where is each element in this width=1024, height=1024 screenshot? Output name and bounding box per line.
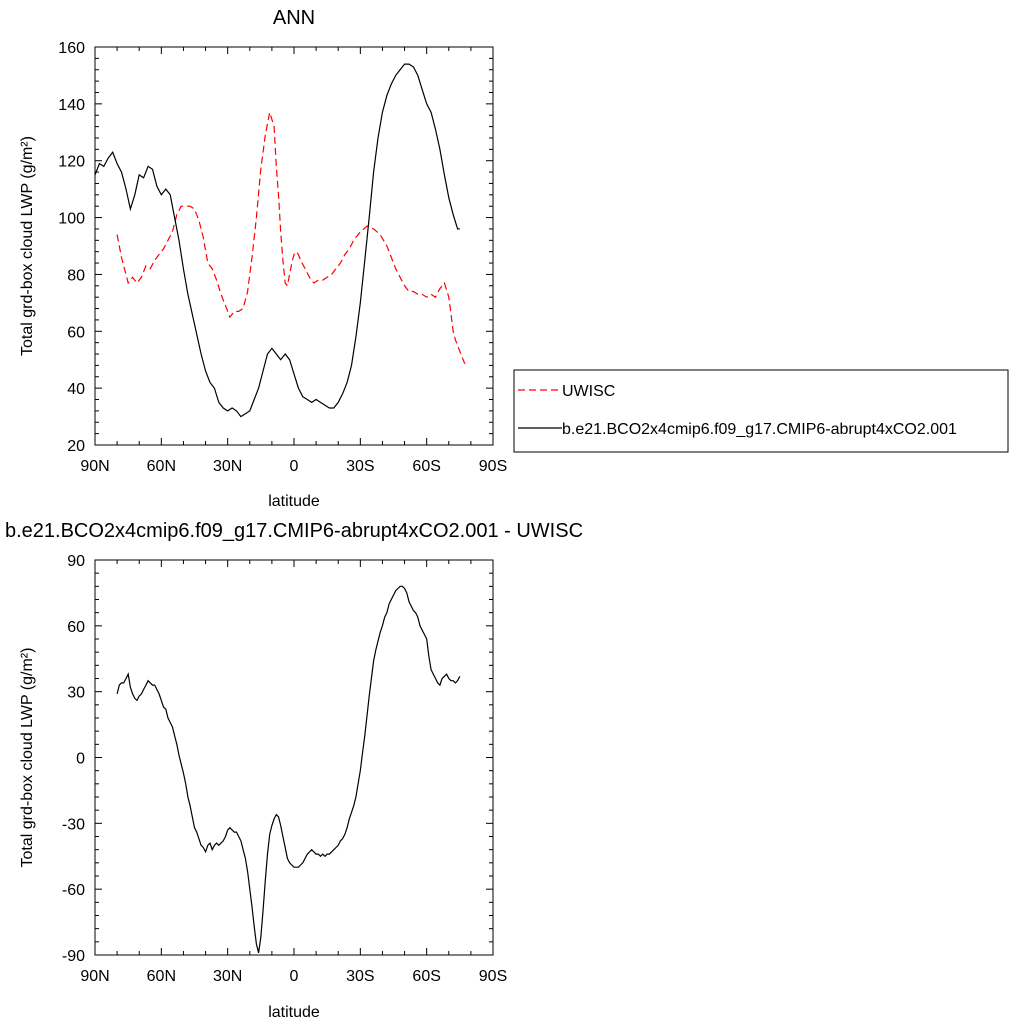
legend-label: UWISC xyxy=(562,383,615,400)
x-tick-label: 60N xyxy=(147,458,176,475)
y-tick-label: 160 xyxy=(58,40,85,57)
bottom-panel-difference: 90N 60N 30N 0 30S 60S 90S -90 -60 -30 0 30 60 90 b.e21… xyxy=(5,520,583,1021)
y-tick-label: 120 xyxy=(58,154,85,171)
y-axis-label: Total grd-box cloud LWP (g/m²) xyxy=(19,136,36,356)
y-tick-label: -30 xyxy=(62,816,85,833)
x-tick-label: 60N xyxy=(147,968,176,985)
legend-label: b.e21.BCO2x4cmip6.f09_g17.CMIP6-abrupt4x… xyxy=(562,421,957,438)
x-axis-label: latitude xyxy=(268,493,320,510)
chart-title: ANN xyxy=(273,7,315,29)
x-tick-label: 60S xyxy=(412,968,440,985)
y-tick-label: -90 xyxy=(62,948,85,965)
y-tick-label: 0 xyxy=(76,751,85,768)
y-tick-label: 30 xyxy=(67,685,85,702)
plot-frame xyxy=(94,46,494,446)
x-tick-label: 30S xyxy=(346,458,374,475)
x-tick-label: 30N xyxy=(213,968,242,985)
x-tick-label: 60S xyxy=(412,458,440,475)
plot-frame xyxy=(94,559,494,956)
x-tick-label: 90N xyxy=(80,458,109,475)
y-axis-label: Total grd-box cloud LWP (g/m²) xyxy=(19,648,36,868)
x-tick-label: 90S xyxy=(479,458,507,475)
y-tick-label: 80 xyxy=(67,267,85,284)
y-tick-label: 20 xyxy=(67,438,85,455)
series-line-model-panel-1 xyxy=(116,585,461,953)
series-line-uwisc-panel-0 xyxy=(116,112,467,366)
series-line-model-panel-0 xyxy=(95,63,460,418)
x-tick-label: 90S xyxy=(479,968,507,985)
chart-title: b.e21.BCO2x4cmip6.f09_g17.CMIP6-abrupt4x… xyxy=(5,520,583,542)
y-tick-label: 40 xyxy=(67,381,85,398)
y-tick-label: 140 xyxy=(58,97,85,114)
y-tick-label: 60 xyxy=(67,324,85,341)
y-tick-label: 60 xyxy=(67,619,85,636)
legend-box xyxy=(513,369,1009,453)
x-tick-label: 90N xyxy=(80,968,109,985)
x-tick-label: 0 xyxy=(290,458,299,475)
y-tick-label: 100 xyxy=(58,211,85,228)
top-panel-ann: 90N 60N 30N 0 30S 60S 90S 20 40 60 80 100 120 140 160 A… xyxy=(19,7,1009,510)
x-tick-label: 30N xyxy=(213,458,242,475)
y-tick-label: -60 xyxy=(62,882,85,899)
x-tick-label: 0 xyxy=(290,968,299,985)
x-tick-label: 30S xyxy=(346,968,374,985)
y-tick-label: 90 xyxy=(67,553,85,570)
x-axis-label: latitude xyxy=(268,1004,320,1021)
